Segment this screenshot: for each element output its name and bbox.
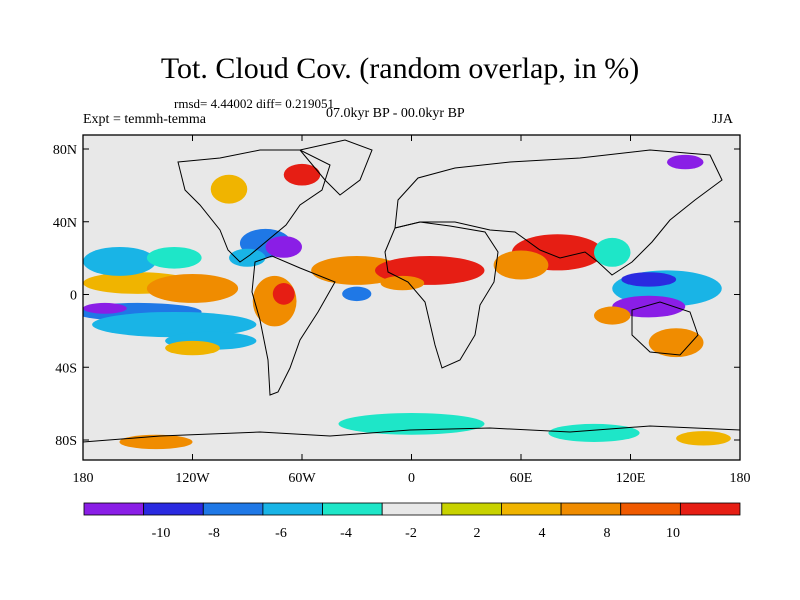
anomaly-patch (648, 328, 704, 358)
anomaly-patch (229, 248, 266, 267)
colorbar-label: -10 (152, 526, 171, 541)
anomaly-patch (594, 306, 631, 325)
x-tick-label: 60W (288, 471, 316, 486)
anomaly-patch (272, 283, 295, 305)
anomaly-patch (119, 434, 193, 450)
anomaly-patch (594, 237, 631, 267)
colorbar-label: 8 (604, 526, 611, 541)
colorbar-swatch (202, 502, 264, 516)
colorbar-swatch (560, 502, 622, 516)
season-label: JJA (712, 112, 734, 127)
x-tick-label: 0 (408, 471, 415, 486)
anomaly-patch (83, 246, 156, 276)
colorbar: -10 -8 -6 -4 -2 2 4 8 10 (83, 502, 741, 541)
map-area (83, 135, 740, 460)
coast-eurasia (394, 149, 723, 276)
period-label: 07.0kyr BP - 00.0kyr BP (326, 106, 465, 121)
colorbar-swatch (501, 502, 562, 516)
colorbar-swatch (143, 502, 204, 516)
colorbar-label: -8 (208, 526, 220, 541)
colorbar-label: -4 (340, 526, 352, 541)
anomaly-layer (83, 154, 731, 450)
anomaly-patch (612, 295, 686, 318)
anomaly-patch (146, 274, 239, 303)
coastlines (83, 139, 740, 443)
anomaly-patch (92, 311, 257, 338)
anomaly-patch (283, 163, 321, 186)
colorbar-swatch (262, 502, 323, 516)
x-tick-label: 60E (510, 471, 533, 486)
anomaly-patch (265, 236, 302, 258)
anomaly-patch (210, 174, 248, 204)
colorbar-label: 4 (539, 526, 546, 541)
coast-north-america (177, 149, 331, 263)
anomaly-patch (676, 431, 731, 446)
plot-title: Tot. Cloud Cov. (random overlap, in %) (160, 52, 640, 85)
coast-greenland (299, 139, 373, 196)
anomaly-patch (621, 272, 677, 287)
colorbar-label: -2 (405, 526, 417, 541)
anomaly-patch (338, 413, 485, 435)
experiment-label: Expt = temmh-temma (83, 112, 206, 127)
coast-antarctica (83, 425, 740, 443)
colorbar-swatch (322, 502, 383, 516)
x-tick-label: 120W (175, 471, 210, 486)
coast-south-america (251, 255, 336, 396)
anomaly-patch (493, 250, 549, 280)
colorbar-swatch (83, 502, 145, 516)
stats-label: rmsd= 4.44002 diff= 0.219051 (174, 96, 334, 111)
colorbar-swatch (441, 502, 502, 516)
anomaly-patch (146, 246, 202, 269)
y-tick-label: 40N (53, 216, 77, 231)
colorbar-label: -6 (275, 526, 287, 541)
coast-africa (384, 221, 499, 369)
anomaly-patch (667, 154, 704, 170)
x-axis: 180 120W 60W 0 60E 120E 180 (73, 135, 751, 486)
colorbar-swatch (620, 502, 681, 516)
anomaly-patch (548, 423, 640, 442)
colorbar-swatch (679, 502, 741, 516)
colorbar-label: 10 (666, 526, 680, 541)
x-tick-label: 180 (73, 471, 94, 486)
anomaly-patch (83, 302, 127, 314)
y-tick-label: 0 (70, 289, 77, 304)
y-tick-label: 40S (55, 361, 77, 376)
y-tick-label: 80N (53, 143, 77, 158)
x-tick-label: 180 (730, 471, 751, 486)
y-axis: 80N 40N 0 40S 80S (53, 143, 740, 449)
anomaly-patch (380, 275, 425, 291)
x-tick-label: 120E (616, 471, 646, 486)
colorbar-swatch (381, 502, 443, 516)
anomaly-patch (342, 286, 372, 302)
anomaly-patch (165, 340, 220, 356)
coast-australia (631, 301, 699, 356)
colorbar-label: 2 (474, 526, 481, 541)
anomaly-patch (311, 255, 403, 285)
y-tick-label: 80S (55, 434, 77, 449)
